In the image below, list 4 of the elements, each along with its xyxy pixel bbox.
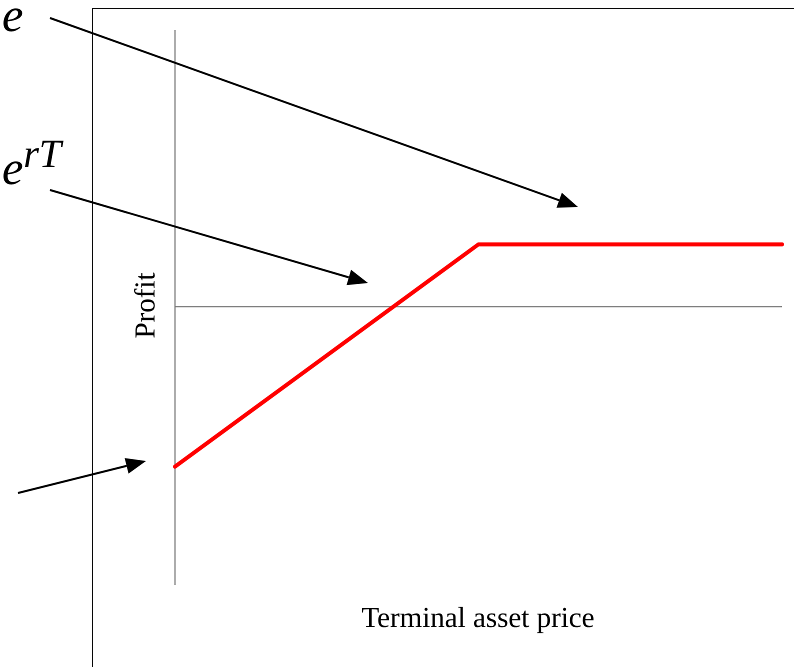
text: e bbox=[2, 0, 24, 43]
y-axis-title: Profit bbox=[130, 271, 162, 341]
text: e$^{rT}$ bbox=[2, 130, 62, 196]
x-axis-title: Terminal asset price bbox=[360, 602, 596, 635]
